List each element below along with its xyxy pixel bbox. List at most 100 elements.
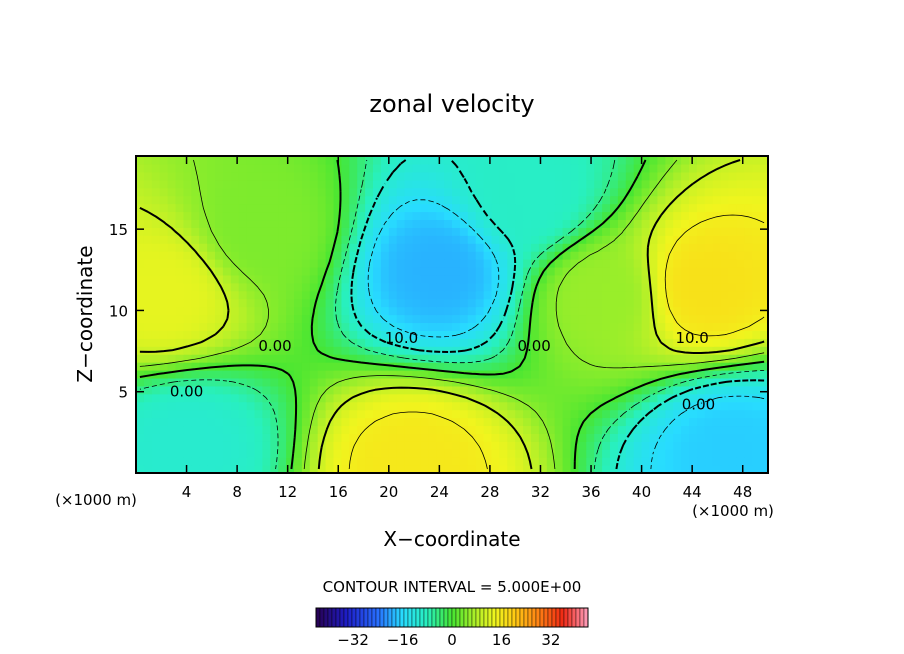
field-cell xyxy=(215,306,224,316)
field-cell xyxy=(720,306,730,316)
field-cell xyxy=(594,219,603,228)
field-cell xyxy=(657,243,666,252)
field-cell xyxy=(538,409,548,419)
field-cell xyxy=(246,417,256,427)
field-cell xyxy=(728,377,737,387)
field-cell xyxy=(294,465,303,473)
field-cell xyxy=(357,163,366,173)
field-cell xyxy=(420,290,429,300)
field-cell xyxy=(744,274,753,284)
field-cell xyxy=(246,377,256,387)
field-cell xyxy=(452,457,461,466)
field-cell xyxy=(254,227,263,236)
field-cell xyxy=(681,163,690,173)
field-cell xyxy=(712,457,722,466)
field-cell xyxy=(159,322,169,331)
field-cell xyxy=(649,282,658,292)
field-cell xyxy=(681,274,690,284)
field-cell xyxy=(531,433,540,442)
field-cell xyxy=(286,156,295,165)
field-cell xyxy=(499,362,508,371)
colorbar-segment xyxy=(579,607,585,628)
field-cell xyxy=(246,235,256,244)
field-cell xyxy=(633,441,643,450)
field-cell xyxy=(428,457,437,466)
field-cell xyxy=(610,179,619,189)
field-cell xyxy=(238,235,248,244)
field-cell xyxy=(657,346,666,355)
field-cell xyxy=(222,354,232,363)
field-cell xyxy=(689,369,698,379)
field-cell xyxy=(475,259,485,268)
field-cell xyxy=(151,314,161,324)
field-cell xyxy=(689,322,698,331)
field-cell xyxy=(349,354,358,363)
field-cell xyxy=(349,274,358,284)
field-cell xyxy=(207,377,216,387)
field-cell xyxy=(744,227,753,236)
field-cell xyxy=(420,457,429,466)
field-cell xyxy=(365,393,374,403)
field-cell xyxy=(136,187,145,197)
field-cell xyxy=(728,465,737,473)
field-cell xyxy=(744,179,753,189)
field-cell xyxy=(365,266,374,276)
field-cell xyxy=(136,259,145,268)
field-cell xyxy=(712,290,722,300)
field-cell xyxy=(191,266,200,276)
field-cell xyxy=(594,195,603,205)
field-cell xyxy=(278,203,287,213)
colorbar-segment xyxy=(327,607,333,628)
field-cell xyxy=(728,393,737,403)
field-cell xyxy=(183,163,192,173)
field-cell xyxy=(665,211,674,221)
field-cell xyxy=(491,346,500,355)
field-cell xyxy=(191,298,200,308)
field-cell xyxy=(246,282,256,292)
field-cell xyxy=(349,235,358,244)
field-cell xyxy=(570,235,579,244)
field-cell xyxy=(681,156,690,165)
field-cell xyxy=(744,259,753,268)
field-cell xyxy=(681,433,690,442)
field-cell xyxy=(633,417,643,427)
field-cell xyxy=(633,409,643,419)
field-cell xyxy=(483,314,493,324)
field-cell xyxy=(309,171,319,181)
field-cell xyxy=(744,457,753,466)
field-cell xyxy=(483,449,493,458)
field-cell xyxy=(617,219,627,228)
field-cell xyxy=(167,211,177,221)
field-cell xyxy=(491,362,500,371)
field-cell xyxy=(230,369,240,379)
field-cell xyxy=(286,465,295,473)
field-cell xyxy=(452,251,461,260)
field-cell xyxy=(760,425,768,434)
field-cell xyxy=(404,346,414,355)
field-cell xyxy=(317,409,327,419)
field-cell xyxy=(365,362,374,371)
field-cell xyxy=(215,290,224,300)
field-cell xyxy=(570,409,579,419)
field-cell xyxy=(649,457,658,466)
field-cell xyxy=(396,457,406,466)
field-cell xyxy=(404,235,414,244)
field-cell xyxy=(499,266,508,276)
field-cell xyxy=(515,259,524,268)
field-cell xyxy=(388,203,398,213)
field-cell xyxy=(515,266,524,276)
colorbar-segment xyxy=(383,607,389,628)
field-cell xyxy=(428,274,437,284)
field-cell xyxy=(523,290,532,300)
field-cell xyxy=(728,266,737,276)
field-cell xyxy=(610,377,619,387)
field-cell xyxy=(744,243,753,252)
field-cell xyxy=(459,259,469,268)
field-cell xyxy=(452,227,461,236)
field-cell xyxy=(562,227,572,236)
colorbar-tick-label: 16 xyxy=(492,631,511,649)
field-cell xyxy=(428,401,437,411)
field-cell xyxy=(143,282,153,292)
field-cell xyxy=(712,369,722,379)
field-cell xyxy=(151,227,161,236)
